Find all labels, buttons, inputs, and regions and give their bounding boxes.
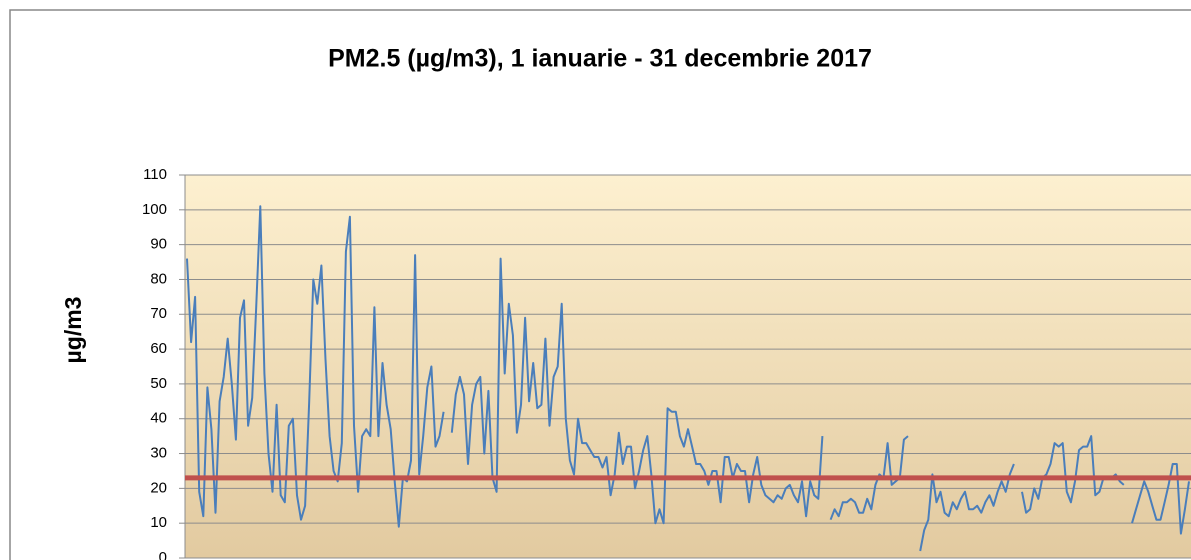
y-tick-label: 90 <box>150 236 167 253</box>
y-tick-label: 10 <box>150 514 167 531</box>
y-tick-label: 40 <box>150 410 167 427</box>
y-tick-label: 0 <box>159 549 167 560</box>
y-tick-label: 60 <box>150 340 167 357</box>
plot-area <box>185 175 1191 558</box>
chart-title: PM2.5 (µg/m3), 1 ianuarie - 31 decembrie… <box>328 45 872 73</box>
y-tick-label: 110 <box>143 166 167 183</box>
y-axis-label: µg/m3 <box>60 297 86 364</box>
y-tick-label: 80 <box>150 270 167 287</box>
y-tick-label: 30 <box>150 445 167 462</box>
y-tick-label: 20 <box>150 479 167 496</box>
y-tick-label: 70 <box>150 305 167 322</box>
y-tick-label: 100 <box>142 201 167 218</box>
y-tick-label: 50 <box>150 375 167 392</box>
